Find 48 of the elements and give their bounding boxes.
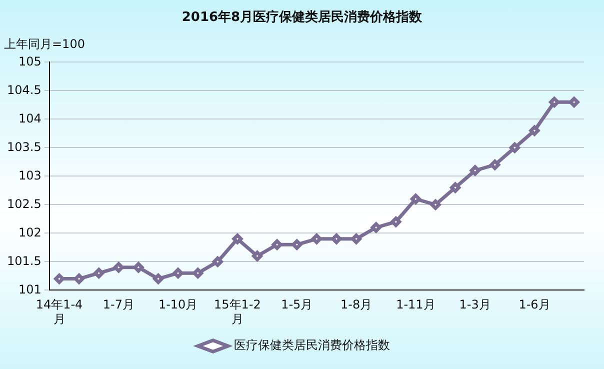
point (490, 160, 500, 170)
x-tick-label: 1-10月 (158, 298, 198, 312)
x-tick-label: 1-8月 (340, 298, 372, 312)
point (74, 274, 84, 284)
point (470, 165, 480, 176)
point (172, 268, 184, 278)
x-tick-label: 1-5月 (281, 298, 313, 312)
point (94, 268, 104, 278)
point (133, 262, 144, 273)
x-tick-label: 1-11月 (396, 298, 436, 312)
point (331, 234, 342, 244)
point (252, 250, 263, 262)
point (370, 222, 382, 233)
point (232, 234, 243, 244)
y-tick-label: 104 (18, 111, 42, 126)
point (390, 216, 402, 228)
point (311, 234, 322, 244)
legend-label: 医疗保健类居民消费价格指数 (234, 338, 390, 352)
point (351, 234, 362, 244)
y-tick-label: 103.5 (6, 140, 42, 154)
y-tick-label: 102.5 (6, 196, 42, 211)
point (272, 239, 282, 250)
y-tick-label: 102 (18, 225, 42, 240)
y-tick-label: 103 (18, 168, 42, 182)
y-tick-label: 101 (18, 282, 42, 296)
point (292, 239, 302, 250)
point (568, 96, 580, 108)
x-tick-label: 15年1-2月 (214, 298, 261, 326)
y-tick-label: 104.5 (6, 82, 42, 97)
point (113, 262, 124, 273)
point (153, 274, 164, 284)
point (430, 199, 441, 210)
y-axis-title: 上年同月=100 (4, 36, 85, 53)
point (192, 268, 204, 278)
y-tick-label: 101.5 (6, 254, 42, 268)
x-tick-label: 1-6月 (518, 298, 550, 312)
point (549, 96, 560, 108)
chart-title: 2016年8月医疗保健类居民消费价格指数 (180, 8, 424, 26)
point (212, 256, 223, 267)
point (410, 194, 421, 204)
y-tick-label: 105 (18, 54, 42, 68)
x-tick-label: 1-3月 (459, 298, 491, 312)
x-tick-label: 1-7月 (102, 298, 134, 312)
point (509, 142, 520, 153)
point (529, 125, 540, 136)
point (54, 274, 65, 284)
point (450, 182, 461, 193)
x-tick-label: 14年1-4月 (36, 298, 83, 326)
